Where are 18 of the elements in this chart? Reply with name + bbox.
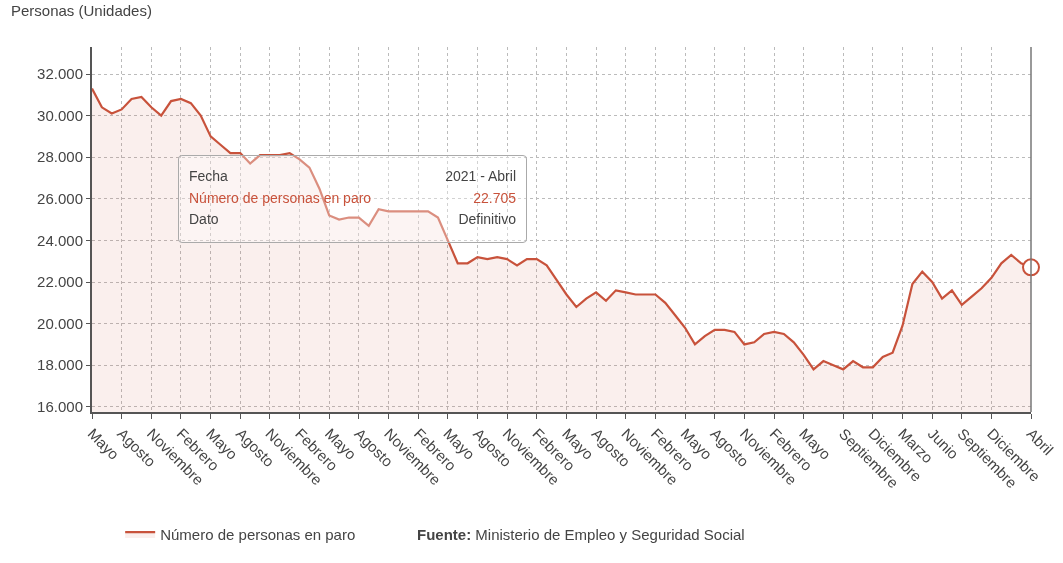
- y-tick-label: 28.000: [37, 148, 83, 166]
- annotation: Definitivo: [458, 210, 516, 229]
- annotation: 2021 - Abril: [445, 167, 516, 186]
- annotation: Fecha: [189, 167, 228, 186]
- annotation: Número de personas en paro: [189, 188, 372, 208]
- y-tick-label: 22.000: [37, 273, 83, 291]
- y-tick-label: 18.000: [37, 356, 83, 374]
- y-tick-label: 32.000: [37, 65, 83, 83]
- y-tick-label: 20.000: [37, 314, 83, 332]
- legend-label: Número de personas en paro: [160, 525, 356, 543]
- source-note: Fuente: Ministerio de Empleo y Seguridad Social: [417, 526, 745, 543]
- annotation: Dato: [189, 210, 219, 229]
- y-tick-label: 30.000: [37, 106, 83, 124]
- annotation: 22.705: [473, 188, 516, 208]
- y-tick-label: 16.000: [37, 398, 83, 416]
- y-tick-label: 24.000: [37, 231, 83, 249]
- y-axis-title: Personas (Unidades): [11, 2, 152, 19]
- y-tick-label: 26.000: [37, 190, 83, 208]
